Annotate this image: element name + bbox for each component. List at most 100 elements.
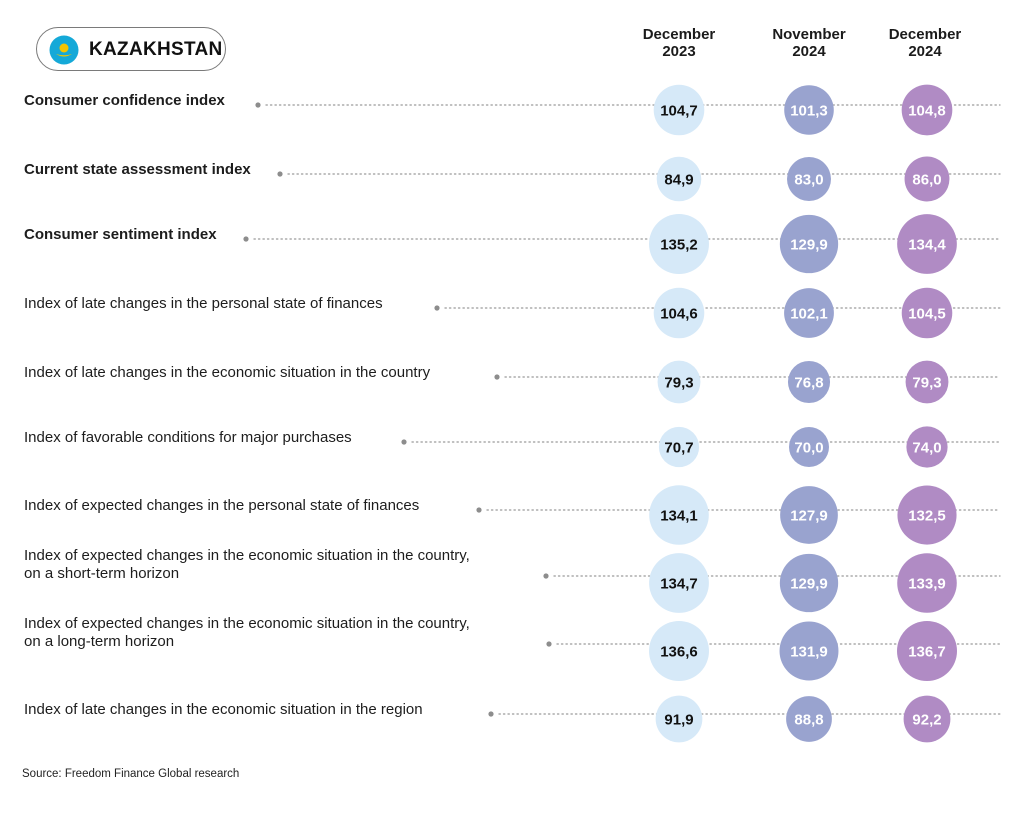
value-label-nov-2024: 129,9: [790, 576, 828, 593]
value-bubble-dec-2023: [649, 214, 709, 274]
column-header-dec-2023: December 2023: [624, 26, 734, 60]
value-label-dec-2024: 104,5: [908, 306, 946, 323]
value-label-dec-2024: 92,2: [912, 712, 941, 729]
value-bubble-nov-2024: [789, 427, 829, 467]
row-label: Index of late changes in the economic si…: [24, 701, 423, 719]
value-label-dec-2023: 70,7: [664, 440, 693, 457]
value-bubble-dec-2023: [655, 695, 703, 743]
value-bubble-dec-2023: [649, 553, 709, 613]
value-label-dec-2024: 104,8: [908, 103, 946, 120]
value-bubble-dec-2024: [897, 553, 957, 613]
value-label-dec-2024: 86,0: [912, 172, 941, 189]
row-label-line: Index of expected changes in the economi…: [24, 547, 470, 564]
value-label-nov-2024: 83,0: [794, 172, 823, 189]
row-label-line: Index of late changes in the economic si…: [24, 701, 423, 718]
value-label-dec-2023: 84,9: [664, 172, 693, 189]
value-bubble-dec-2024: [897, 485, 957, 545]
row-bullet: [476, 507, 482, 513]
row-label: Index of favorable conditions for major …: [24, 429, 352, 447]
row-label-line: Index of expected changes in the economi…: [24, 615, 470, 632]
row-bullet: [543, 573, 549, 579]
value-bubble-dec-2023: [649, 621, 709, 681]
value-label-nov-2024: 101,3: [790, 103, 828, 120]
row-bullet: [255, 102, 261, 108]
row-label: Index of expected changes in the economi…: [24, 615, 470, 651]
value-label-nov-2024: 127,9: [790, 508, 828, 525]
value-bubble-nov-2024: [779, 214, 839, 274]
value-bubble-nov-2024: [787, 157, 831, 201]
value-bubble-dec-2024: [901, 287, 953, 339]
column-header-line1: November: [772, 26, 846, 43]
value-bubble-nov-2024: [780, 486, 838, 544]
source-note: Source: Freedom Finance Global research: [22, 768, 240, 780]
row-label-line: Consumer confidence index: [24, 92, 225, 109]
value-label-nov-2024: 70,0: [794, 440, 823, 457]
row-label: Index of late changes in the economic si…: [24, 364, 430, 382]
value-bubble-dec-2024: [903, 695, 951, 743]
row-label: Index of expected changes in the persona…: [24, 497, 419, 515]
value-label-nov-2024: 88,8: [794, 712, 823, 729]
value-label-dec-2024: 133,9: [908, 576, 946, 593]
row-label: Consumer sentiment index: [24, 226, 217, 244]
value-bubble-dec-2024: [901, 84, 953, 136]
row-bullet: [434, 305, 440, 311]
value-bubble-dec-2023: [658, 426, 700, 468]
value-label-nov-2024: 129,9: [790, 237, 828, 254]
value-bubble-dec-2024: [905, 360, 949, 404]
value-bubble-dec-2024: [897, 621, 957, 681]
value-label-dec-2023: 79,3: [664, 375, 693, 392]
country-name: KAZAKHSTAN: [89, 39, 223, 60]
value-label-dec-2023: 134,7: [660, 576, 698, 593]
value-bubble-dec-2023: [653, 84, 705, 136]
value-label-dec-2024: 79,3: [912, 375, 941, 392]
value-bubble-dec-2024: [897, 214, 957, 274]
value-bubble-nov-2024: [787, 360, 831, 404]
value-bubble-dec-2024: [906, 426, 948, 468]
row-bullet: [546, 641, 552, 647]
value-bubble-nov-2024: [786, 696, 832, 742]
country-badge: KAZAKHSTAN: [36, 27, 226, 71]
column-header-line2: 2023: [662, 43, 696, 60]
row-label-line: Index of expected changes in the persona…: [24, 497, 420, 514]
kazakhstan-flag-icon: [49, 35, 79, 65]
row-bullet: [488, 711, 494, 717]
value-label-dec-2023: 104,7: [660, 103, 698, 120]
value-label-dec-2023: 91,9: [664, 712, 693, 729]
row-label: Consumer confidence index: [24, 92, 225, 110]
value-bubble-nov-2024: [784, 288, 834, 338]
value-label-dec-2023: 135,2: [660, 237, 698, 254]
value-bubble-dec-2023: [649, 485, 709, 545]
value-bubble-dec-2024: [904, 156, 950, 202]
column-header-line2: 2024: [908, 43, 942, 60]
row-label-line: Index of favorable conditions for major …: [24, 429, 352, 446]
row-bullet: [401, 439, 407, 445]
column-header-nov-2024: November 2024: [754, 26, 864, 60]
row-bullet: [243, 236, 249, 242]
column-header-line1: December: [642, 26, 716, 43]
column-header-dec-2024: December 2024: [870, 26, 980, 60]
column-header-line1: December: [888, 26, 962, 43]
value-label-dec-2023: 104,6: [660, 306, 698, 323]
value-label-dec-2024: 136,7: [908, 644, 946, 661]
column-header-line2: 2024: [792, 43, 826, 60]
row-label: Index of late changes in the personal st…: [24, 295, 383, 313]
row-label-line: Index of late changes in the economic si…: [24, 364, 431, 381]
value-label-dec-2024: 74,0: [912, 440, 941, 457]
value-bubble-dec-2023: [653, 287, 705, 339]
value-label-dec-2023: 136,6: [660, 644, 698, 661]
value-label-nov-2024: 102,1: [790, 306, 828, 323]
value-label-dec-2024: 134,4: [908, 237, 946, 254]
value-bubble-nov-2024: [784, 85, 834, 135]
value-bubble-dec-2023: [656, 156, 702, 202]
value-label-dec-2024: 132,5: [908, 508, 946, 525]
row-bullet: [277, 171, 283, 177]
value-bubble-nov-2024: [779, 621, 839, 681]
value-label-nov-2024: 131,9: [790, 644, 828, 661]
row-label-line: on a short-term horizon: [24, 565, 180, 582]
value-bubble-dec-2023: [657, 360, 701, 404]
row-bullet: [494, 374, 500, 380]
value-label-dec-2023: 134,1: [660, 508, 698, 525]
row-label-line: Consumer sentiment index: [24, 226, 217, 243]
value-label-nov-2024: 76,8: [794, 375, 823, 392]
